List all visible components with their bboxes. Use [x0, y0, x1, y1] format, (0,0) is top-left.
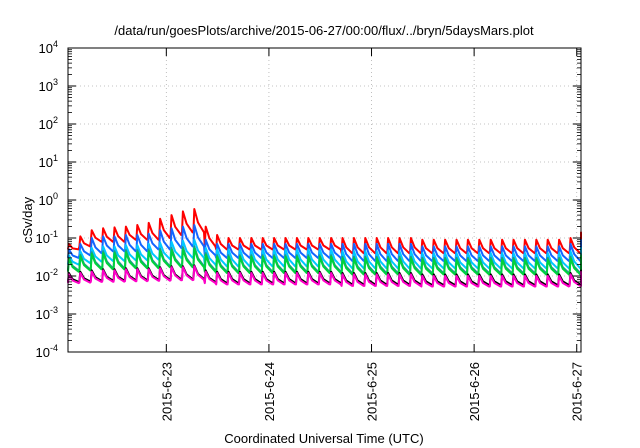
y-tick-label: 100 — [39, 191, 58, 208]
chart-title: /data/run/goesPlots/archive/2015-06-27/0… — [114, 23, 534, 38]
series-layer — [67, 208, 582, 288]
y-axis-label: cSv/day — [20, 196, 35, 243]
x-tick-label: 2015-6-25 — [365, 362, 380, 421]
x-axis-label: Coordinated Universal Time (UTC) — [224, 431, 423, 446]
y-tick-label: 102 — [39, 115, 58, 132]
y-tick-labels: 10-4 10-3 10-2 10-1 100 101 102 103 104 — [36, 39, 58, 360]
x-tick-label: 2015-6-26 — [467, 362, 482, 421]
x-tick-label: 2015-6-23 — [159, 362, 174, 421]
x-tick-label: 2015-6-24 — [262, 362, 277, 421]
y-tick-label: 10-3 — [36, 305, 58, 322]
y-tick-label: 10-1 — [36, 229, 58, 246]
y-tick-label: 103 — [39, 77, 58, 94]
x-tick-label: 2015-6-27 — [570, 362, 585, 421]
x-tick-labels: 2015-6-23 2015-6-24 2015-6-25 2015-6-26 2015… — [159, 362, 584, 421]
grid-lines — [68, 48, 581, 352]
y-tick-label: 10-2 — [36, 267, 58, 284]
y-tick-label: 10-4 — [36, 343, 58, 360]
series-line-1 — [67, 208, 582, 255]
axis-ticks — [68, 47, 581, 353]
y-tick-label: 104 — [39, 39, 58, 56]
y-tick-label: 101 — [39, 153, 58, 170]
